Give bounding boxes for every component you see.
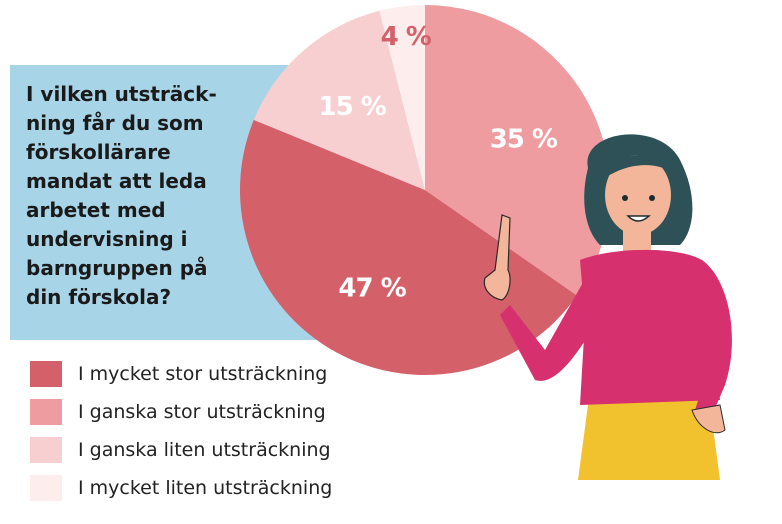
legend-item: I ganska stor utsträckning xyxy=(30,393,332,431)
woman-pointing-illustration xyxy=(483,134,732,480)
pie-slice xyxy=(253,10,425,191)
legend-label: I ganska liten utsträckning xyxy=(78,439,331,461)
sweater-shape xyxy=(580,249,720,405)
arm-pointing xyxy=(500,270,600,381)
legend-item: I ganska liten utsträckning xyxy=(30,431,332,469)
eye-right xyxy=(649,195,655,201)
legend: I mycket stor utsträckning I ganska stor… xyxy=(30,355,332,507)
face-shape xyxy=(605,155,671,235)
question-text: I vilken utsträck- ning får du som försk… xyxy=(26,82,217,309)
slice-value-label: 47 % xyxy=(338,274,406,304)
pie-slice xyxy=(240,119,578,375)
legend-item: I mycket stor utsträckning xyxy=(30,355,332,393)
eye-left xyxy=(622,195,628,201)
legend-label: I mycket stor utsträckning xyxy=(78,363,328,385)
legend-swatch xyxy=(30,361,62,387)
legend-label: I ganska stor utsträckning xyxy=(78,401,326,423)
legend-item: I mycket liten utsträckning xyxy=(30,469,332,507)
legend-swatch xyxy=(30,437,62,463)
arm-hip xyxy=(695,260,732,420)
slice-value-label: 15 % xyxy=(319,92,387,122)
pie-slice xyxy=(379,5,425,190)
skirt-shape xyxy=(578,390,720,480)
hand-pointing xyxy=(483,214,511,301)
pie-slice xyxy=(425,5,610,296)
legend-label: I mycket liten utsträckning xyxy=(78,477,333,499)
bangs-shape xyxy=(602,154,676,180)
legend-swatch xyxy=(30,399,62,425)
legend-swatch xyxy=(30,475,62,501)
slice-value-label: 35 % xyxy=(490,125,558,155)
slice-value-label: 4 % xyxy=(381,22,432,52)
hand-hip xyxy=(691,404,726,434)
smile xyxy=(626,215,651,222)
